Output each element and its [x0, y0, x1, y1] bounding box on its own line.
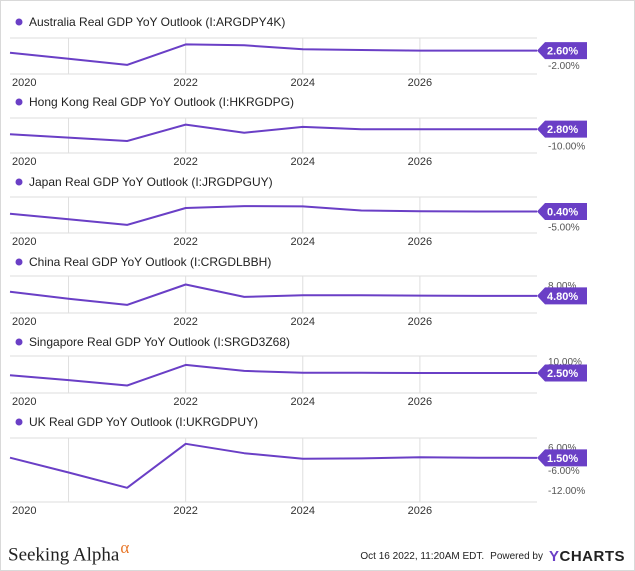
legend-marker-4: [15, 338, 23, 346]
legend-marker-3: [15, 258, 23, 266]
chart-title-0: Australia Real GDP YoY Outlook (I:ARGDPY…: [29, 15, 285, 29]
x-tick-label-5-3: 2026: [408, 505, 432, 517]
x-tick-label-3-3: 2026: [408, 316, 432, 328]
x-tick-label-0-3: 2026: [408, 77, 432, 89]
y-tick-label-0-1: -2.00%: [548, 61, 580, 72]
y-tick-label-2-0: -5.00%: [548, 222, 580, 233]
legend-marker-2: [15, 178, 23, 186]
x-tick-label-4-1: 2022: [173, 396, 197, 408]
ycharts-logo-rest: CHARTS: [559, 548, 625, 565]
chart-title-5: UK Real GDP YoY Outlook (I:UKRGDPUY): [29, 415, 258, 429]
x-tick-label-0-2: 2024: [291, 77, 315, 89]
last-value-badge-3: [537, 287, 587, 305]
last-value-badge-2: [537, 203, 587, 221]
x-tick-label-3-0: 2020: [12, 316, 36, 328]
x-tick-label-3-2: 2024: [291, 316, 315, 328]
x-tick-label-0-1: 2022: [173, 77, 197, 89]
chart-title-1: Hong Kong Real GDP YoY Outlook (I:HKRGDP…: [29, 95, 294, 109]
series-line-5: [9, 442, 538, 489]
x-tick-label-2-2: 2024: [291, 236, 315, 248]
x-tick-label-5-0: 2020: [12, 505, 36, 517]
y-tick-label-5-1: -6.00%: [548, 466, 580, 477]
brand-name: Seeking Alpha: [8, 544, 120, 566]
last-value-label-1: 2.80%: [547, 124, 578, 136]
x-tick-label-3-1: 2022: [173, 316, 197, 328]
ycharts-logo-y: Y: [548, 548, 560, 565]
last-value-badge-4: [537, 364, 587, 382]
timestamp: Oct 16 2022, 11:20AM EDT.: [360, 551, 485, 562]
series-line-1: [9, 123, 537, 142]
x-tick-label-2-1: 2022: [173, 236, 197, 248]
x-tick-label-5-1: 2022: [173, 505, 197, 517]
chart-title-2: Japan Real GDP YoY Outlook (I:JRGDPGUY): [29, 175, 273, 189]
x-tick-label-0-0: 2020: [12, 77, 36, 89]
last-value-label-3: 4.80%: [547, 291, 578, 303]
x-tick-label-1-2: 2024: [291, 156, 315, 168]
powered-by-text: Powered by: [490, 551, 543, 562]
seeking-alpha-logo: Seeking Alphaα: [8, 538, 129, 566]
footer-credits: Oct 16 2022, 11:20AM EDT. Powered by YCH…: [360, 548, 625, 565]
y-tick-label-5-2: -12.00%: [548, 486, 585, 497]
series-line-2: [9, 205, 537, 226]
last-value-label-2: 0.40%: [547, 207, 578, 219]
legend-marker-5: [15, 418, 23, 426]
x-tick-label-1-0: 2020: [12, 156, 36, 168]
x-tick-label-4-2: 2024: [291, 396, 315, 408]
chart-title-4: Singapore Real GDP YoY Outlook (I:SRGD3Z…: [29, 335, 290, 349]
x-tick-label-1-3: 2026: [408, 156, 432, 168]
x-tick-label-2-0: 2020: [12, 236, 36, 248]
series-line-0: [9, 43, 537, 66]
last-value-label-4: 2.50%: [547, 368, 578, 380]
y-tick-label-5-0: 6.00%: [548, 443, 576, 454]
legend-marker-1: [15, 98, 23, 106]
series-line-4: [9, 363, 537, 387]
x-tick-label-2-3: 2026: [408, 236, 432, 248]
y-tick-label-3-0: 8.00%: [548, 281, 576, 292]
chart-title-3: China Real GDP YoY Outlook (I:CRGDLBBH): [29, 255, 271, 269]
last-value-label-0: 2.60%: [547, 46, 578, 58]
last-value-badge-5: [537, 449, 587, 467]
legend-marker-0: [15, 18, 23, 26]
x-tick-label-1-1: 2022: [173, 156, 197, 168]
series-line-3: [9, 283, 537, 306]
x-tick-label-4-0: 2020: [12, 396, 36, 408]
ycharts-logo: YCHARTS: [549, 548, 625, 565]
x-tick-label-5-2: 2024: [291, 505, 315, 517]
alpha-mark: α: [120, 538, 130, 557]
y-tick-label-1-0: -10.00%: [548, 141, 585, 152]
x-tick-label-4-3: 2026: [408, 396, 432, 408]
last-value-badge-1: [537, 120, 587, 138]
last-value-badge-0: [537, 42, 587, 60]
last-value-label-5: 1.50%: [547, 453, 578, 465]
y-tick-label-4-0: 10.00%: [548, 357, 582, 368]
